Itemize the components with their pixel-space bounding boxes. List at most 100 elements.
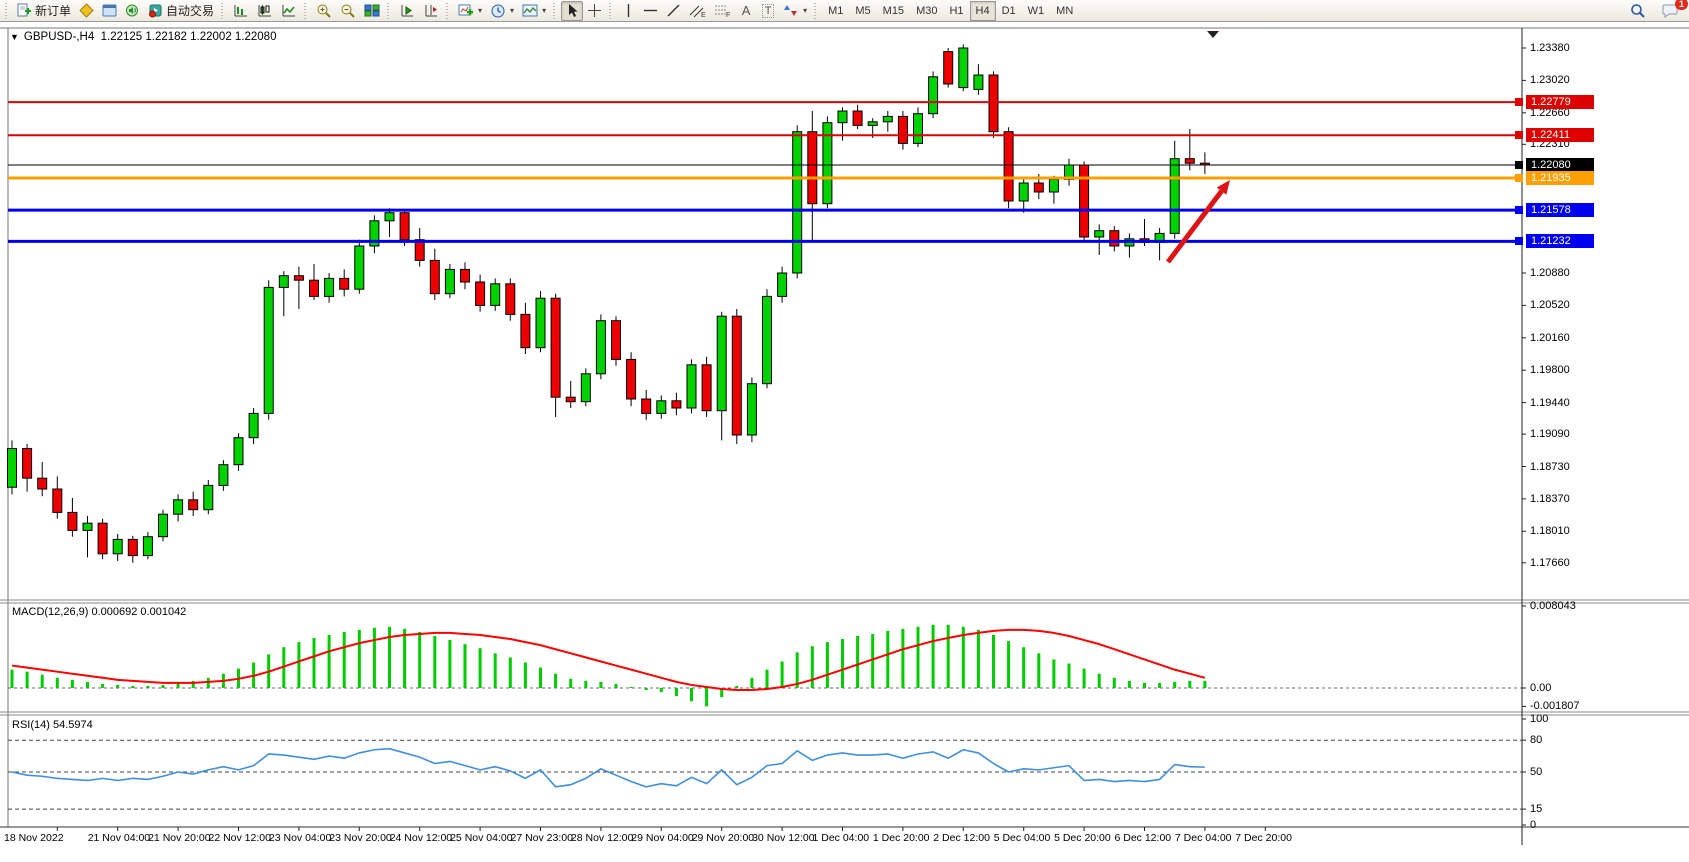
chart-candles-button[interactable] bbox=[253, 1, 277, 21]
annotation-arrow-head[interactable] bbox=[1216, 180, 1230, 195]
label-tool[interactable]: T bbox=[757, 1, 779, 21]
autotrade-button[interactable]: 自动交易 bbox=[144, 1, 218, 21]
text-tool[interactable]: A bbox=[735, 1, 757, 21]
candle-body bbox=[626, 358, 637, 400]
timeframe-button-m30[interactable]: M30 bbox=[916, 4, 938, 17]
timeframe-button-m15[interactable]: M15 bbox=[882, 4, 905, 17]
chart-bars-button[interactable] bbox=[229, 1, 253, 21]
collapse-arrow-icon[interactable]: ▼ bbox=[10, 32, 19, 42]
crosshair-tool-button[interactable] bbox=[583, 1, 606, 21]
time-label: 2 Dec 12:00 bbox=[933, 832, 990, 844]
macd-histogram-bar bbox=[825, 642, 829, 688]
notification-badge: 1 bbox=[1674, 0, 1688, 10]
tile-windows-button[interactable] bbox=[360, 1, 384, 21]
candle-body bbox=[384, 212, 395, 222]
chart-line-button[interactable] bbox=[277, 1, 301, 21]
price-tick-label: 1.20520 bbox=[1530, 299, 1570, 312]
price-line-marker[interactable] bbox=[1515, 206, 1523, 215]
chart-shift-button[interactable] bbox=[419, 1, 443, 21]
horizontal-line-tool[interactable] bbox=[639, 1, 662, 21]
autotrade-label: 自动交易 bbox=[166, 4, 215, 18]
vertical-line-icon bbox=[627, 4, 629, 17]
search-icon bbox=[1631, 3, 1645, 18]
new-order-button[interactable]: 新订单 bbox=[13, 1, 75, 21]
toolbar-grip[interactable] bbox=[387, 2, 393, 19]
fibonacci-tool[interactable]: F bbox=[710, 1, 735, 21]
candle-body bbox=[1109, 230, 1120, 247]
macd-histogram-bar bbox=[463, 644, 467, 688]
time-label: 23 Nov 20:00 bbox=[329, 832, 392, 844]
trendline-tool[interactable] bbox=[662, 1, 685, 21]
price-line-marker[interactable] bbox=[1515, 131, 1523, 140]
macd-histogram-bar bbox=[1188, 680, 1192, 688]
candle-body bbox=[686, 364, 697, 409]
macd-histogram-bar bbox=[1097, 673, 1101, 688]
toolbar-grip[interactable] bbox=[304, 2, 310, 19]
chart-shift-marker-icon[interactable] bbox=[1207, 31, 1219, 38]
macd-histogram-bar bbox=[961, 626, 965, 688]
candle-body bbox=[309, 279, 319, 297]
price-line-marker[interactable] bbox=[1515, 174, 1523, 183]
candle-body bbox=[339, 277, 350, 290]
macd-histogram-bar bbox=[1037, 653, 1041, 688]
price-line-marker[interactable] bbox=[1515, 161, 1523, 169]
price-line-label[interactable]: 1.21578 bbox=[1526, 203, 1594, 218]
timeframe-button-h4[interactable]: H4 bbox=[969, 0, 996, 21]
price-line-label[interactable]: 1.22411 bbox=[1526, 128, 1594, 143]
timeframe-button-d1[interactable]: D1 bbox=[1001, 4, 1016, 17]
price-tick-label: 1.18010 bbox=[1530, 525, 1570, 538]
cursor-tool-button[interactable] bbox=[561, 0, 584, 21]
timeframe-button-w1[interactable]: W1 bbox=[1027, 4, 1045, 17]
zoom-out-button[interactable] bbox=[336, 1, 360, 21]
timeframe-button-h1[interactable]: H1 bbox=[949, 4, 964, 17]
tile-windows-icon bbox=[364, 4, 380, 17]
macd-histogram-bar bbox=[493, 653, 497, 688]
macd-histogram-bar bbox=[765, 669, 769, 688]
candle-body bbox=[173, 499, 184, 515]
price-line-label[interactable]: 1.22080 bbox=[1526, 158, 1594, 172]
toolbar-grip[interactable] bbox=[446, 2, 452, 19]
price-line-label[interactable]: 1.21935 bbox=[1526, 171, 1594, 186]
rsi-name: RSI(14) bbox=[12, 719, 50, 731]
notifications-button[interactable]: 1 bbox=[1658, 0, 1688, 21]
toolbar-grip[interactable] bbox=[553, 2, 559, 19]
auto-scroll-button[interactable] bbox=[395, 1, 419, 21]
candle-body bbox=[671, 400, 682, 409]
toolbar-grip[interactable] bbox=[814, 2, 820, 19]
timeframe-button-m5[interactable]: M5 bbox=[855, 4, 871, 17]
channel-tool[interactable]: E bbox=[685, 1, 710, 21]
candle-body bbox=[1033, 182, 1044, 193]
price-line-label[interactable]: 1.22779 bbox=[1526, 95, 1594, 110]
periods-button[interactable]: ▾ bbox=[486, 1, 518, 21]
annotation-arrow-shaft[interactable] bbox=[1166, 189, 1224, 264]
new-chart-button[interactable]: ▾ bbox=[454, 1, 486, 21]
time-label: 6 Dec 12:00 bbox=[1114, 832, 1172, 844]
price-line-marker[interactable] bbox=[1515, 98, 1523, 107]
candle-body bbox=[988, 74, 999, 133]
arrows-tool[interactable]: ▾ bbox=[779, 1, 811, 21]
toolbar-grip[interactable] bbox=[5, 2, 10, 19]
vertical-line-tool[interactable] bbox=[617, 1, 639, 21]
candle-body bbox=[882, 115, 893, 123]
zoom-in-button[interactable] bbox=[312, 1, 336, 21]
candle-body bbox=[490, 283, 501, 306]
price-tick-label: 1.19440 bbox=[1530, 396, 1570, 409]
timeframe-button-m1[interactable]: M1 bbox=[828, 4, 844, 17]
price-chart[interactable] bbox=[0, 22, 1689, 857]
price-line-marker[interactable] bbox=[1515, 237, 1523, 246]
toolbar-grip[interactable] bbox=[221, 2, 227, 19]
candle-body bbox=[354, 245, 365, 290]
candle-body bbox=[1169, 158, 1180, 234]
chart-window[interactable]: ▼ GBPUSD-,H4 1.22125 1.22182 1.22002 1.22… bbox=[0, 22, 1689, 857]
macd-signal-line bbox=[11, 628, 1206, 692]
data-window-button[interactable] bbox=[98, 1, 121, 21]
search-button[interactable] bbox=[1626, 1, 1650, 21]
sounds-button[interactable] bbox=[121, 1, 144, 21]
templates-button[interactable]: ▾ bbox=[518, 1, 550, 21]
timeframe-button-mn[interactable]: MN bbox=[1056, 4, 1074, 17]
price-line-label[interactable]: 1.21232 bbox=[1526, 234, 1594, 249]
candle-body bbox=[429, 259, 440, 295]
bar-chart-icon bbox=[234, 5, 248, 17]
market-watch-button[interactable] bbox=[75, 1, 98, 21]
toolbar-grip[interactable] bbox=[609, 2, 615, 19]
